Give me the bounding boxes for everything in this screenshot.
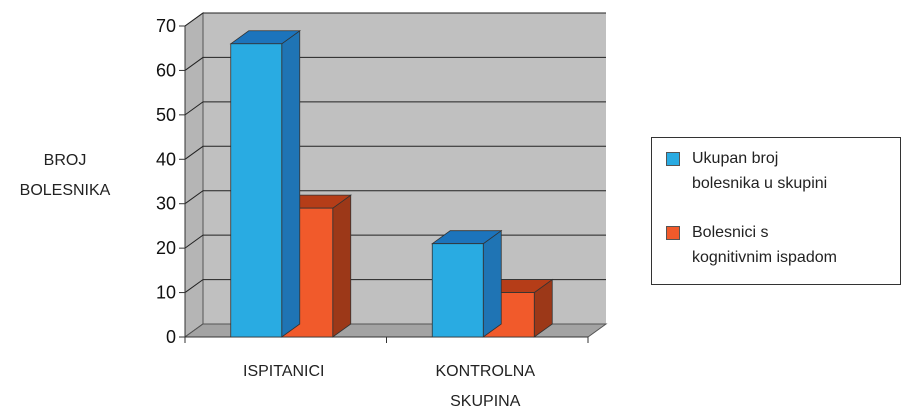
y-axis-label-line-2: BOLESNIKA [19,182,111,199]
bar-1-0-side [332,194,352,338]
legend-item-total: Ukupan broj bolesnika u skupini [666,146,882,196]
bar-0-1-side [482,229,502,338]
legend-swatch-cognitive [666,226,680,240]
x-tick-label-1-1: SKUPINA [450,393,521,410]
gridline-4 [184,145,606,160]
bar-0-0-side [281,29,301,338]
gridline-7 [184,12,606,27]
legend-item-cognitive: Bolesnici s kognitivnim ispadom [666,220,882,270]
legend: Ukupan broj bolesnika u skupini Bolesnic… [651,137,901,285]
legend-label-cognitive-line-1: Bolesnici s [692,224,769,241]
legend-label-total-line-2: bolesnika u skupini [692,175,828,192]
legend-label-cognitive-line-2: kognitivnim ispadom [692,249,837,266]
gridline-6 [184,56,606,71]
y-tick-label-2: 20 [156,238,176,258]
x-tick-label-1-0: KONTROLNA [435,363,535,380]
y-tick-label-3: 30 [156,194,176,214]
bar-0-0 [230,43,283,338]
legend-swatch-total [666,152,680,166]
y-tick-label-0: 0 [166,327,176,347]
gridline-5 [184,101,606,116]
bar-0-1 [431,243,484,338]
y-axis-label-line-1: BROJ [43,152,87,169]
y-tick-label-4: 40 [156,149,176,169]
y-tick-label-5: 50 [156,105,176,125]
legend-label-total-line-1: Ukupan broj [692,150,779,167]
y-tick-label-6: 60 [156,60,176,80]
plot-side-wall [184,12,204,338]
y-tick-label-7: 70 [156,16,176,36]
y-tick-label-1: 10 [156,283,176,303]
gridline-3 [184,190,606,205]
x-tick-label-0-0: ISPITANICI [243,363,325,380]
y-axis-label: BROJ BOLESNIKA [0,146,130,206]
